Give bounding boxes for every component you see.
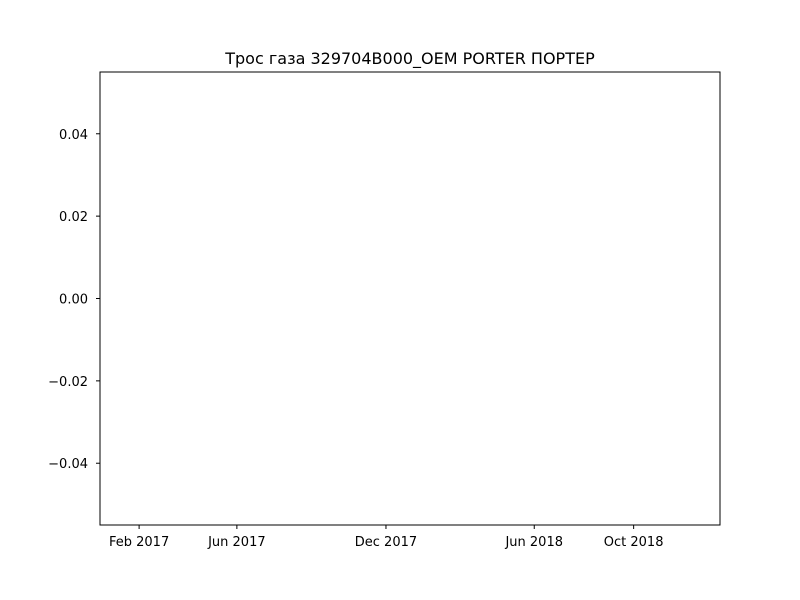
y-tick-label: −0.04	[48, 457, 88, 472]
x-tick-label: Jun 2017	[207, 535, 266, 550]
y-tick-label: −0.02	[48, 375, 88, 390]
y-tick-label: 0.02	[59, 210, 88, 225]
y-tick-label: 0.00	[59, 293, 88, 308]
x-axis: Feb 2017 Jun 2017 Dec 2017 Jun 2018 Oct 2018	[109, 525, 664, 550]
plot-frame	[99, 71, 721, 526]
x-tick-label: Dec 2017	[355, 535, 417, 550]
y-axis: 0.04 0.02 0.00 −0.02 −0.04	[48, 128, 100, 472]
y-tick-label: 0.04	[59, 128, 88, 143]
chart-title: Трос газа 329704B000_OEM PORTER ПОРТЕР	[224, 49, 595, 69]
x-tick-label: Feb 2017	[109, 535, 169, 550]
x-tick-label: Oct 2018	[604, 535, 664, 550]
x-tick-label: Jun 2018	[504, 535, 563, 550]
